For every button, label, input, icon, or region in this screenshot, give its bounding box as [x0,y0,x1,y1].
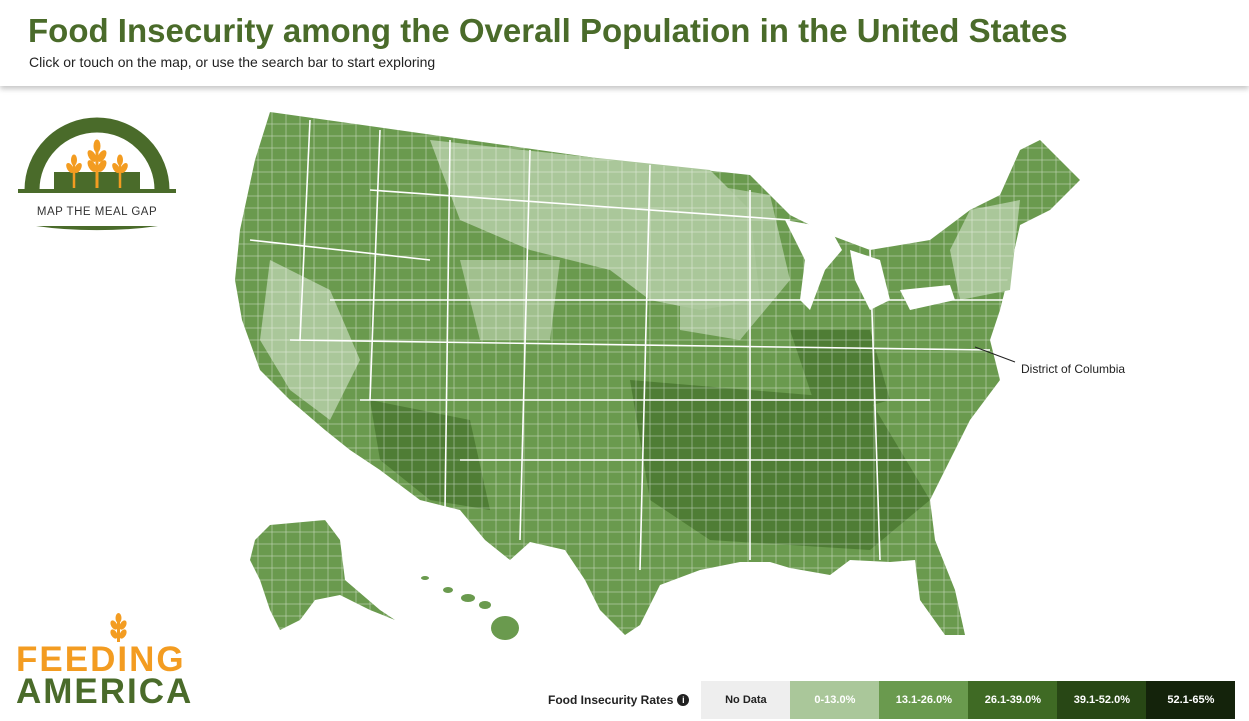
wheat-icon [66,139,128,188]
map-the-meal-gap-label: MAP THE MEAL GAP [37,206,157,218]
legend-swatch[interactable]: 0-13.0% [790,681,880,719]
info-icon[interactable]: i [677,694,690,706]
legend-swatch[interactable]: 52.1-65% [1146,681,1236,719]
county-grid [235,112,1080,635]
alaska-grid [250,520,395,630]
map-the-meal-gap-logo: MAP THE MEAL GAP [14,112,180,246]
legend-swatch[interactable]: 39.1-52.0% [1057,681,1147,719]
feeding-america-logo: FEEDING AMERICA [14,612,191,710]
feeding-america-line1: FEEDING [16,640,186,679]
dc-annotation: District of Columbia [1021,362,1126,376]
state-borders [249,119,1010,571]
legend-swatch[interactable]: 13.1-26.0% [879,681,969,719]
legend-title: Food Insecurity Rates i [548,693,690,707]
wheat-icon [110,613,127,642]
feeding-america-line2: AMERICA [16,672,194,711]
dc-pointer-line [974,346,1016,363]
hawaii-region[interactable] [421,576,519,640]
page-title: Food Insecurity among the Overall Popula… [28,12,1068,49]
legend-swatch[interactable]: 26.1-39.0% [968,681,1058,719]
legend-swatches: No Data 0-13.0% 13.1-26.0% 26.1-39.0% 39.1-5… [701,681,1236,719]
page-header: Food Insecurity among the Overall Popula… [0,0,1249,86]
legend-title-text: Food Insecurity Rates [548,693,674,707]
map-legend: Food Insecurity Rates i No Data 0-13.0% 13… [548,681,1236,719]
legend-swatch[interactable]: No Data [701,681,791,719]
us-food-insecurity-map[interactable] [230,100,1110,650]
page-subtitle: Click or touch on the map, or use the se… [29,54,436,70]
